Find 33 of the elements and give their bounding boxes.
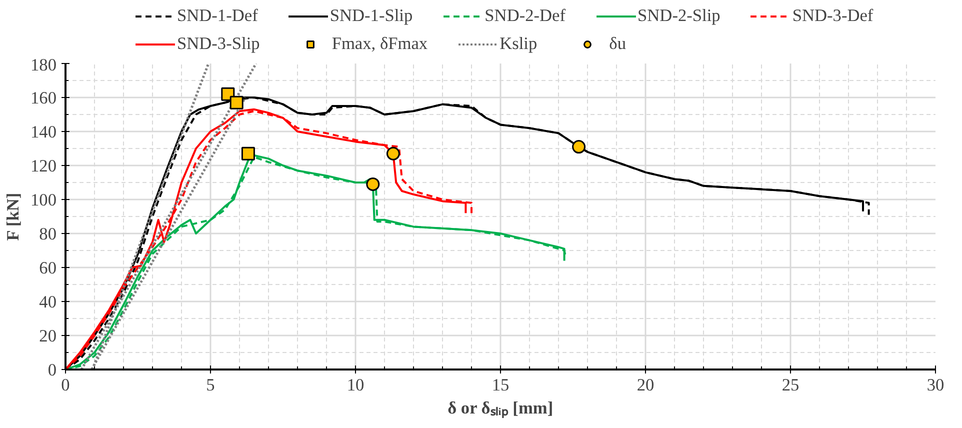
legend-label: δu xyxy=(609,34,627,54)
x-tick-label: 20 xyxy=(636,376,654,394)
y-tick-label: 140 xyxy=(30,122,57,142)
point xyxy=(230,96,244,110)
y-tick-label: 60 xyxy=(39,258,56,278)
legend-label: SND-3-Slip xyxy=(177,34,260,54)
y-tick-label: 120 xyxy=(30,156,57,176)
legend-label: Kslip xyxy=(500,34,538,54)
x-axis-title: δ or δₛₗᵢₚ [mm] xyxy=(448,398,554,418)
x-tick-label: 0 xyxy=(61,376,70,394)
y-tick-label: 40 xyxy=(39,292,56,312)
legend-label: SND-2-Slip xyxy=(638,6,720,26)
legend-label: SND-1-Def xyxy=(177,6,258,26)
y-tick-label: 0 xyxy=(48,360,57,380)
y-tick-label: 80 xyxy=(39,224,56,244)
point xyxy=(366,177,380,191)
y-tick-label: 100 xyxy=(30,190,57,210)
x-tick-label: 30 xyxy=(926,376,944,394)
y-tick-label: 180 xyxy=(30,56,57,74)
legend-label: SND-3-Def xyxy=(792,6,874,26)
x-tick-label: 5 xyxy=(206,376,215,394)
point xyxy=(241,146,255,160)
y-tick-label: 160 xyxy=(30,88,57,108)
x-tick-label: 15 xyxy=(492,376,510,394)
point xyxy=(572,140,586,154)
point xyxy=(386,146,400,160)
x-tick-label: 10 xyxy=(346,376,364,394)
legend-label: Fmax, δFmax xyxy=(332,34,428,54)
legend-label: SND-2-Def xyxy=(484,6,566,26)
y-tick-label: 20 xyxy=(39,326,56,346)
x-tick-label: 25 xyxy=(782,376,800,394)
y-axis-title: F [kN] xyxy=(4,192,23,241)
legend-label: SND-1-Slip xyxy=(330,6,413,26)
